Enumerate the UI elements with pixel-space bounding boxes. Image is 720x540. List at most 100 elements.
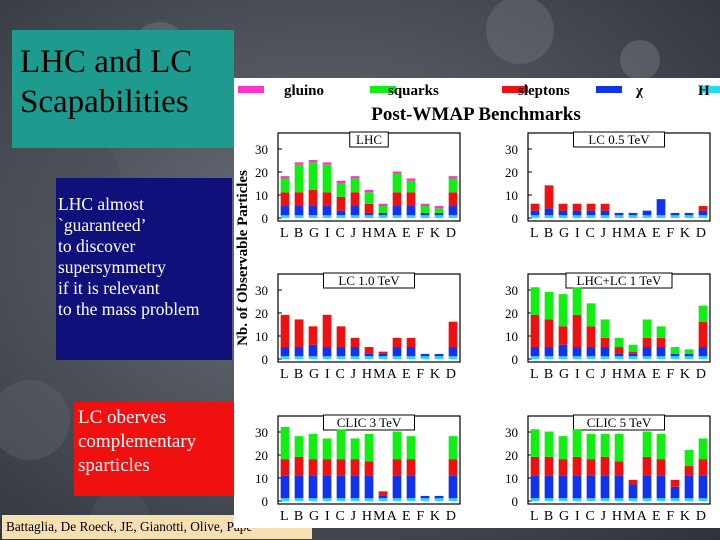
bar-segment bbox=[628, 351, 638, 354]
bar-segment bbox=[698, 438, 708, 460]
bar-segment bbox=[656, 337, 666, 348]
y-tick-label: 30 bbox=[505, 142, 518, 157]
bar-segment bbox=[308, 162, 318, 190]
bar-segment bbox=[586, 475, 596, 499]
bar-segment bbox=[392, 206, 402, 216]
bar-segment bbox=[280, 347, 290, 357]
bar-segment-higgs bbox=[684, 356, 694, 359]
bar-segment bbox=[280, 426, 290, 460]
bar-segment bbox=[294, 192, 304, 207]
bar-segment bbox=[280, 178, 290, 193]
bar-segment-higgs bbox=[670, 498, 680, 501]
bar-segment bbox=[698, 210, 708, 216]
bar-segment bbox=[530, 347, 540, 357]
bar-segment bbox=[448, 178, 458, 193]
bar-segment bbox=[614, 212, 624, 216]
panel-title: LC 1.0 TeV bbox=[338, 273, 400, 288]
lc-note-line: sparticles bbox=[78, 455, 150, 476]
bar-segment bbox=[336, 429, 346, 460]
bar-segment bbox=[642, 347, 652, 357]
bar-segment-higgs bbox=[434, 215, 444, 218]
bar-segment-higgs bbox=[586, 498, 596, 501]
benchmark-chart-figure: gluino squarks sleptons χ H Post-WMAP Benchma… bbox=[234, 78, 720, 528]
bar-segment bbox=[698, 305, 708, 322]
bar-segment bbox=[350, 475, 360, 499]
bar-segment-higgs bbox=[406, 356, 416, 359]
bar-segment bbox=[294, 206, 304, 216]
legend-swatch bbox=[702, 86, 720, 93]
bar-segment bbox=[586, 347, 596, 357]
bar-segment bbox=[364, 461, 374, 476]
bar-segment-higgs bbox=[544, 356, 554, 359]
bar-segment bbox=[294, 347, 304, 357]
bar-segment bbox=[572, 429, 582, 457]
y-tick-label: 30 bbox=[255, 142, 268, 157]
bar-segment-higgs bbox=[642, 215, 652, 218]
bar-segment bbox=[364, 433, 374, 462]
bar-segment bbox=[364, 212, 374, 216]
bar-segment bbox=[684, 349, 694, 354]
bar-segment bbox=[558, 344, 568, 357]
y-tick-label: 30 bbox=[505, 425, 518, 440]
bar-segment bbox=[280, 206, 290, 216]
bar-segment bbox=[308, 459, 318, 476]
bar-segment-higgs bbox=[684, 215, 694, 218]
lhc-note-box: LHC almost `guaranteed’ to discover supe… bbox=[56, 178, 232, 360]
panel-title-box bbox=[573, 131, 665, 148]
chart-panel: LHC+LC 1 TeV 0 10 20 30 L B G I C J HMA E F K… bbox=[505, 272, 711, 382]
bar-segment-higgs bbox=[614, 215, 624, 218]
bar-segment bbox=[558, 459, 568, 476]
bar-segment-higgs bbox=[378, 498, 388, 501]
bar-segment bbox=[336, 326, 346, 348]
bar-segment bbox=[280, 459, 290, 476]
bar-segment bbox=[406, 475, 416, 499]
panel-title: LHC+LC 1 TeV bbox=[577, 273, 663, 288]
lhc-note-line: LHC almost bbox=[58, 194, 145, 214]
lhc-note-line: if it is relevant bbox=[58, 278, 160, 298]
lhc-note-line: supersymmetry bbox=[58, 257, 166, 277]
bar-segment bbox=[448, 192, 458, 207]
bar-segment bbox=[614, 337, 624, 348]
bar-segment bbox=[378, 203, 388, 207]
bar-segment-higgs bbox=[420, 215, 430, 218]
bar-segment bbox=[628, 344, 638, 352]
bar-segment bbox=[308, 206, 318, 216]
bar-segment bbox=[558, 326, 568, 345]
bar-segment bbox=[530, 203, 540, 211]
y-axis-label: Nb. of Observable Particles bbox=[235, 170, 251, 346]
bar-segment bbox=[350, 192, 360, 207]
bar-segment-higgs bbox=[308, 498, 318, 501]
bar-segment-higgs bbox=[308, 356, 318, 359]
bar-segment bbox=[308, 344, 318, 357]
bar-segment bbox=[434, 353, 444, 357]
bar-segment-higgs bbox=[544, 498, 554, 501]
bar-segment bbox=[420, 203, 430, 207]
bar-segment-higgs bbox=[406, 215, 416, 218]
bar-segment bbox=[378, 351, 388, 354]
bar-segment bbox=[586, 303, 596, 327]
bar-segment bbox=[656, 475, 666, 499]
bar-segment bbox=[448, 321, 458, 348]
y-tick-label: 10 bbox=[505, 329, 518, 344]
bar-segment-higgs bbox=[392, 356, 402, 359]
bar-segment-higgs bbox=[364, 215, 374, 218]
y-tick-label: 30 bbox=[505, 283, 518, 298]
slide-title-line: Scapabilities bbox=[20, 84, 189, 120]
bar-segment-higgs bbox=[530, 356, 540, 359]
bar-segment bbox=[350, 337, 360, 348]
legend-label: H bbox=[698, 83, 710, 99]
x-category-labels: L B G I C J HMA E F K D bbox=[280, 367, 456, 382]
bar-segment bbox=[406, 192, 416, 207]
y-tick-label: 0 bbox=[512, 211, 519, 226]
bar-segment bbox=[600, 456, 610, 476]
bar-segment bbox=[434, 206, 444, 209]
bar-segment bbox=[600, 475, 610, 499]
bar-segment-higgs bbox=[294, 498, 304, 501]
bar-segment bbox=[530, 314, 540, 348]
bar-segment bbox=[280, 475, 290, 499]
bar-segment bbox=[544, 291, 554, 320]
bar-segment bbox=[392, 171, 402, 174]
bar-segment-higgs bbox=[378, 356, 388, 359]
y-tick-label: 30 bbox=[255, 283, 268, 298]
bar-segment bbox=[642, 475, 652, 499]
